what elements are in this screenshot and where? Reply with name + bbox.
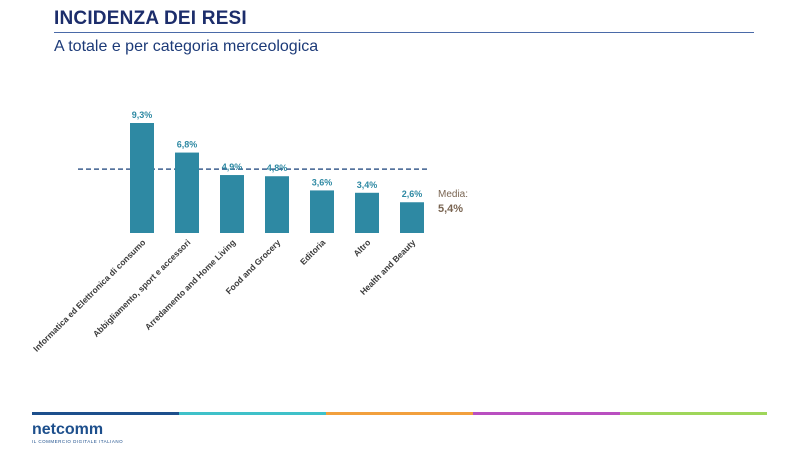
bar-value-label: 6,8% <box>177 140 198 150</box>
category-tick-label: Arredamento and Home Living <box>143 237 238 332</box>
bar-value-label: 3,4% <box>357 180 378 190</box>
stripe-segment <box>326 412 473 415</box>
bar <box>400 202 424 233</box>
title-divider <box>54 32 754 33</box>
bar <box>175 152 199 233</box>
stripe-segment <box>473 412 620 415</box>
average-value: 5,4% <box>438 203 463 215</box>
logo-wordmark: netcomm <box>32 421 104 438</box>
bar-value-label: 9,3% <box>132 110 153 120</box>
bar-value-label: 2,6% <box>402 189 423 199</box>
page-title: INCIDENZA DEI RESI <box>54 8 247 29</box>
bar-value-label: 4,9% <box>222 162 243 172</box>
category-tick-label: Altro <box>351 237 372 258</box>
bar <box>355 192 379 233</box>
stripe-segment <box>620 412 767 415</box>
bar-chart: 9,3%Informatica ed Elettronica di consum… <box>31 110 468 354</box>
footer-color-stripe <box>32 412 767 415</box>
average-label: Media: <box>438 189 468 200</box>
stripe-segment <box>179 412 326 415</box>
netcomm-logo: netcomm IL COMMERCIO DIGITALE ITALIANO <box>32 421 124 445</box>
bar-value-label: 4,8% <box>267 163 288 173</box>
category-tick-label: Editoria <box>298 237 328 267</box>
page-subtitle: A totale e per categoria merceologica <box>54 38 319 55</box>
bar <box>220 175 244 233</box>
bar <box>130 123 154 233</box>
bar-value-label: 3,6% <box>312 177 333 187</box>
bar <box>310 190 334 233</box>
category-tick-label: Abbigliamento, sport e accessori <box>91 237 193 339</box>
bar <box>265 176 289 233</box>
logo-tagline: IL COMMERCIO DIGITALE ITALIANO <box>32 439 124 444</box>
stripe-segment <box>32 412 179 415</box>
